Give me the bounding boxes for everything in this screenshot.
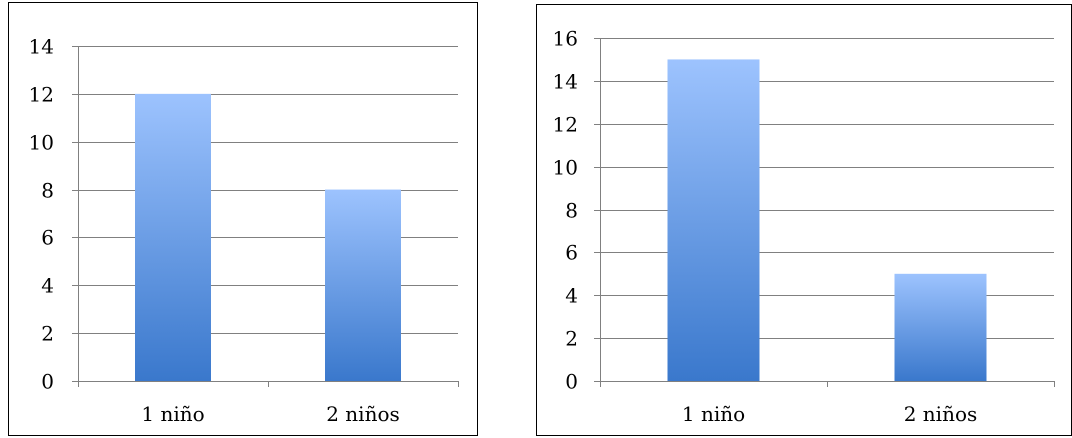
bar-1 (135, 93, 211, 381)
y-tick-label: 4 (565, 284, 578, 308)
chart-frame (536, 4, 1072, 436)
bar-2 (325, 189, 401, 381)
y-tick-label: 14 (553, 70, 578, 94)
y-tick-label: 16 (553, 27, 578, 51)
chart-frame (8, 2, 478, 436)
y-tick-label: 10 (553, 156, 578, 180)
chart-1: 0 2 4 6 8 10 12 14 1 niño 2 niños (8, 2, 478, 436)
x-category-label: 1 niño (682, 402, 745, 426)
y-tick-label: 10 (29, 131, 54, 155)
bar-2 (894, 273, 987, 381)
chart-2: 0 2 4 6 8 10 12 14 16 1 niño 2 niños (536, 4, 1072, 436)
y-tick-label: 8 (565, 199, 578, 223)
y-tick-label: 0 (41, 370, 54, 394)
y-tick-label: 2 (565, 327, 578, 351)
y-tick-label: 6 (41, 226, 54, 250)
y-tick-label: 2 (41, 322, 54, 346)
y-tick-label: 12 (553, 113, 578, 137)
x-category-label: 2 niños (326, 402, 400, 426)
y-tick-label: 0 (565, 370, 578, 394)
y-tick-label: 6 (565, 241, 578, 265)
x-category-label: 1 niño (141, 402, 204, 426)
bar-1 (667, 59, 760, 381)
y-tick-label: 4 (41, 274, 54, 298)
y-tick-label: 14 (29, 35, 54, 59)
x-category-label: 2 niños (904, 402, 978, 426)
y-tick-label: 8 (41, 179, 54, 203)
y-tick-label: 12 (29, 83, 54, 107)
